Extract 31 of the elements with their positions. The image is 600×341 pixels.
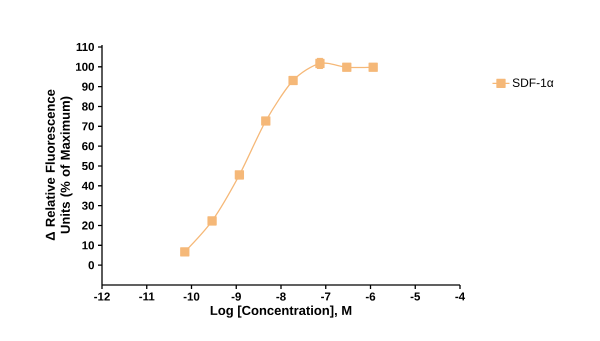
y-tick-label: 110 [76, 42, 94, 52]
y-tick-label: 40 [82, 182, 94, 190]
legend-label: SDF-1α [512, 78, 554, 87]
x-tick-label: -7 [321, 292, 330, 300]
y-tick-label: 100 [76, 62, 94, 71]
x-tick-label: -8 [276, 292, 286, 301]
y-tick-label: 60 [82, 142, 94, 150]
y-tick-label: 30 [82, 202, 94, 210]
x-tick-label: -6 [366, 292, 376, 301]
x-tick-label: -5 [410, 292, 420, 301]
y-tick-label: 90 [82, 82, 94, 91]
x-tick-label: -9 [232, 292, 241, 301]
y-tick-label: 10 [82, 241, 94, 250]
y-tick-label: 70 [82, 122, 94, 130]
point [234, 170, 244, 180]
x-tick-label: -11 [139, 292, 154, 300]
point [207, 216, 217, 226]
y-tick-label: 80 [82, 102, 94, 111]
x-axis-title: Log [Concentration], M [210, 306, 352, 318]
point [368, 62, 378, 72]
x-tick-label: -4 [455, 292, 466, 300]
y-axis-title: Δ Relative Fluorescence Units (% of Maximum) [45, 90, 72, 240]
point [288, 76, 298, 86]
y-tick-label: 20 [82, 221, 94, 230]
point [261, 116, 270, 126]
y-tick-label: 50 [82, 162, 94, 170]
point [342, 62, 352, 72]
x-tick-label: -10 [184, 292, 200, 301]
point [180, 247, 190, 257]
y-tick-label: 0 [88, 261, 94, 270]
x-tick-label: -12 [94, 292, 110, 301]
